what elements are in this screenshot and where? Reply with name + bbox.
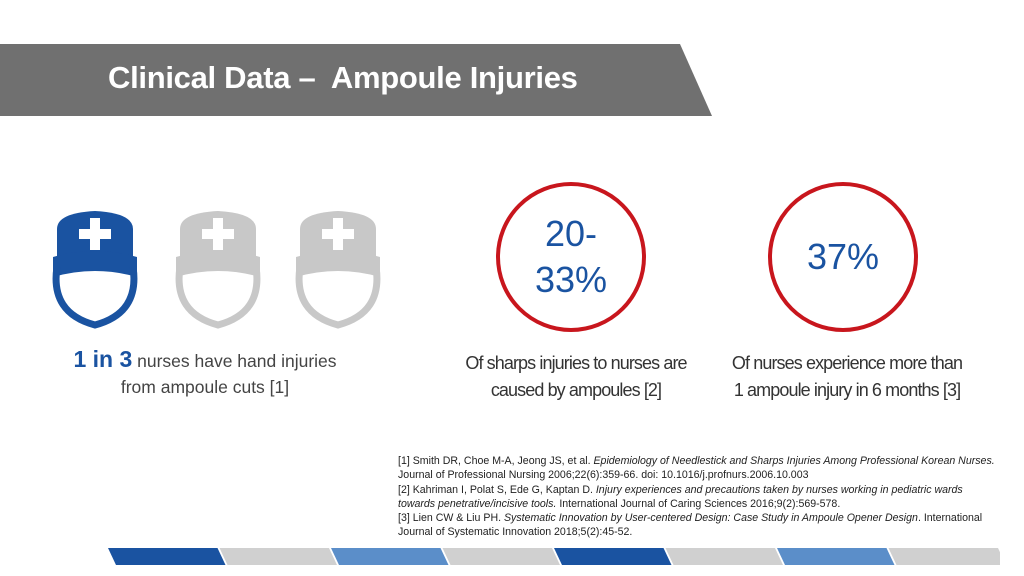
footer-segment bbox=[442, 548, 560, 565]
repeat-injury-stat-value: 37% bbox=[806, 236, 880, 277]
footer-segment bbox=[331, 548, 449, 565]
sharps-stat-value-line2: 33% bbox=[534, 259, 608, 300]
footer-segment bbox=[108, 548, 226, 565]
repeat-injury-stat-caption: Of nurses experience more than 1 ampoule… bbox=[712, 350, 982, 404]
sharps-stat-value-line1: 20- bbox=[544, 213, 598, 254]
footer-segment bbox=[554, 548, 672, 565]
slide-title: Clinical Data – Ampoule Injuries bbox=[108, 60, 578, 95]
sharps-stat-circle: 20- 33% bbox=[496, 182, 646, 332]
stat-highlight: 1 in 3 bbox=[73, 346, 133, 372]
references: [1] Smith DR, Choe M-A, Jeong JS, et al.… bbox=[398, 454, 998, 540]
nurse-icon bbox=[175, 211, 261, 329]
title-banner bbox=[0, 44, 712, 116]
reference-item: [3] Lien CW & Liu PH. Systematic Innovat… bbox=[398, 512, 983, 539]
footer-segment bbox=[219, 548, 337, 565]
stat-text: nurses have hand injuries bbox=[132, 351, 337, 371]
footer-decorative-bar bbox=[108, 548, 1000, 565]
caption-line: Of sharps injuries to nurses are bbox=[465, 353, 687, 373]
footer-segment bbox=[777, 548, 895, 565]
nurse-injury-stat: 1 in 3 nurses have hand injuries from am… bbox=[40, 346, 370, 400]
footer-segment bbox=[665, 548, 783, 565]
caption-line: caused by ampoules [2] bbox=[490, 380, 662, 400]
repeat-injury-stat-circle: 37% bbox=[768, 182, 918, 332]
reference-item: [1] Smith DR, Choe M-A, Jeong JS, et al.… bbox=[398, 455, 995, 482]
nurse-icon bbox=[295, 211, 381, 329]
nurse-icon-highlighted bbox=[52, 211, 138, 329]
caption-line: Of nurses experience more than bbox=[731, 353, 963, 373]
caption-line: 1 ampoule injury in 6 months [3] bbox=[733, 380, 961, 400]
footer-segment bbox=[888, 548, 1000, 565]
stat-text-line2: from ampoule cuts [1] bbox=[120, 377, 290, 397]
reference-item: [2] Kahriman I, Polat S, Ede G, Kaptan D… bbox=[398, 483, 963, 510]
sharps-stat-caption: Of sharps injuries to nurses are caused … bbox=[446, 350, 706, 404]
